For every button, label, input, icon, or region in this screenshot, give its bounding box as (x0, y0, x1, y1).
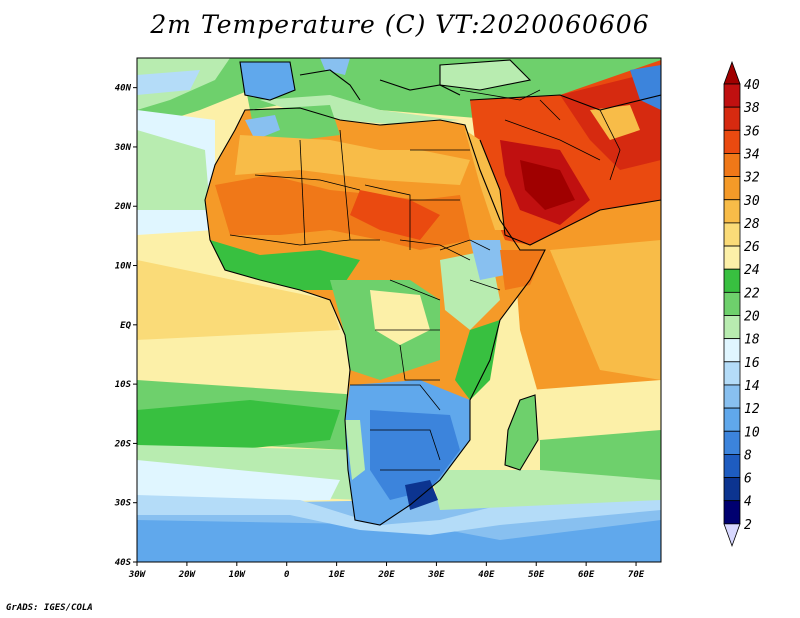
atlantic-south-pale (137, 460, 340, 505)
north-africa-warm (235, 135, 470, 185)
credit-text: GrADS: IGES/COLA (6, 603, 93, 613)
colorbar-swatch (723, 83, 741, 108)
gulf-of-guinea-warm (137, 260, 340, 340)
southern-africa-colder (370, 410, 460, 500)
x-tick-label: 0 (284, 570, 290, 580)
colorbar-label: 26 (744, 240, 760, 255)
ethiopia-cool (470, 240, 505, 280)
colorbar-label: 34 (743, 147, 760, 162)
map-frame (136, 57, 662, 563)
x-tick-label: 30W (128, 570, 147, 580)
y-tick-label: 10N (115, 262, 132, 272)
colorbar-swatch (723, 338, 741, 363)
southern-ocean-midblue (137, 520, 661, 562)
colorbar-label: 30 (743, 194, 760, 209)
y-axis: 40N 30N 20N 10N EQ 10S 20S 30S 40S (114, 84, 137, 568)
colorbar-label: 24 (744, 263, 760, 278)
colorbar-label: 12 (744, 402, 760, 417)
colorbar-swatch (723, 430, 741, 455)
y-tick-label: EQ (120, 321, 131, 331)
x-tick-label: 70E (628, 570, 645, 580)
colorbar-label: 4 (744, 495, 752, 510)
madagascar (505, 395, 538, 470)
atlantic-mid-green (137, 130, 210, 210)
indian-ocean-orange (550, 240, 661, 380)
colorbar-swatch (723, 222, 741, 247)
x-tick-label: 40E (478, 570, 495, 580)
y-tick-label: 30N (114, 143, 132, 153)
colorbar-label: 16 (744, 356, 760, 371)
colorbar-label: 18 (744, 333, 760, 348)
colorbar-label: 32 (743, 171, 760, 186)
x-tick-label: 30E (427, 570, 445, 580)
colorbar-label: 2 (744, 518, 752, 533)
colorbar: 40 38 36 34 32 30 28 26 24 22 20 18 16 14 12 10 8 6 4 2 (723, 60, 760, 548)
turkey-land (440, 60, 530, 90)
colorbar-label: 20 (744, 310, 760, 325)
colorbar-swatch (723, 199, 741, 224)
colorbar-label: 28 (744, 217, 760, 232)
coastlines (204, 59, 661, 526)
sahara-hotter (350, 190, 440, 240)
x-tick-label: 20E (377, 570, 395, 580)
colorbar-label: 6 (744, 472, 752, 487)
colorbar-top-arrow (723, 60, 741, 85)
alps-cold (320, 58, 350, 75)
east-africa-coast (455, 320, 500, 400)
colorbar-label: 8 (744, 448, 752, 463)
x-axis: 30W 20W 10W 0 10E 20E 30E 40E 50E 60E 70E (128, 562, 645, 580)
colorbar-swatch (723, 245, 741, 270)
y-tick-label: 40N (115, 84, 132, 94)
x-tick-label: 60E (578, 570, 595, 580)
indian-ocean-south-yellow (530, 380, 661, 445)
y-tick-label: 30S (114, 499, 132, 509)
colorbar-swatch (723, 384, 741, 409)
indian-ocean-south-paler (430, 470, 661, 510)
horn-of-africa-hot (500, 250, 545, 290)
iberia-cold (240, 62, 295, 100)
x-tick-label: 10E (328, 570, 345, 580)
congo-yellow (370, 290, 430, 345)
colorbar-swatch (723, 477, 741, 502)
colorbar-swatch (723, 106, 741, 131)
x-tick-label: 10W (229, 570, 247, 580)
x-tick-label: 20W (178, 570, 197, 580)
colorbar-label: 14 (744, 379, 760, 394)
colorbar-label: 36 (743, 124, 760, 139)
atlas-mountains (245, 115, 280, 140)
colorbar-bottom-arrow (723, 523, 741, 548)
colorbar-label: 40 (744, 78, 760, 93)
mediterranean-sea (260, 95, 460, 125)
colorbar-swatch (723, 268, 741, 293)
namib-coast (345, 420, 365, 480)
map-title: 2m Temperature (C) VT:2020060606 (150, 10, 650, 39)
x-tick-label: 50E (528, 570, 545, 580)
country-borders (229, 89, 621, 471)
colorbar-swatch (723, 176, 741, 201)
colorbar-swatch (723, 361, 741, 386)
y-tick-label: 10S (115, 380, 132, 390)
hindu-kush-cold (630, 65, 661, 110)
atlantic-south-warm (137, 335, 350, 380)
atlantic-north-blue (137, 70, 200, 95)
colorbar-swatch (723, 315, 741, 340)
y-tick-label: 40S (115, 558, 132, 568)
atlantic-south-darkgreen (137, 400, 340, 460)
zagros-cool (590, 105, 640, 140)
colorbar-swatch (723, 129, 741, 154)
arabia-core (520, 160, 575, 210)
y-tick-label: 20N (114, 202, 132, 212)
sahel-green (210, 240, 360, 290)
colorbar-swatch (723, 500, 741, 525)
colorbar-swatch (723, 153, 741, 177)
colorbar-swatch (723, 453, 741, 478)
y-tick-label: 20S (114, 439, 132, 449)
colorbar-swatch (723, 407, 741, 432)
colorbar-label: 10 (744, 425, 760, 440)
colorbar-label: 22 (744, 286, 760, 301)
colorbar-swatch (723, 291, 741, 316)
colorbar-label: 38 (743, 101, 760, 116)
